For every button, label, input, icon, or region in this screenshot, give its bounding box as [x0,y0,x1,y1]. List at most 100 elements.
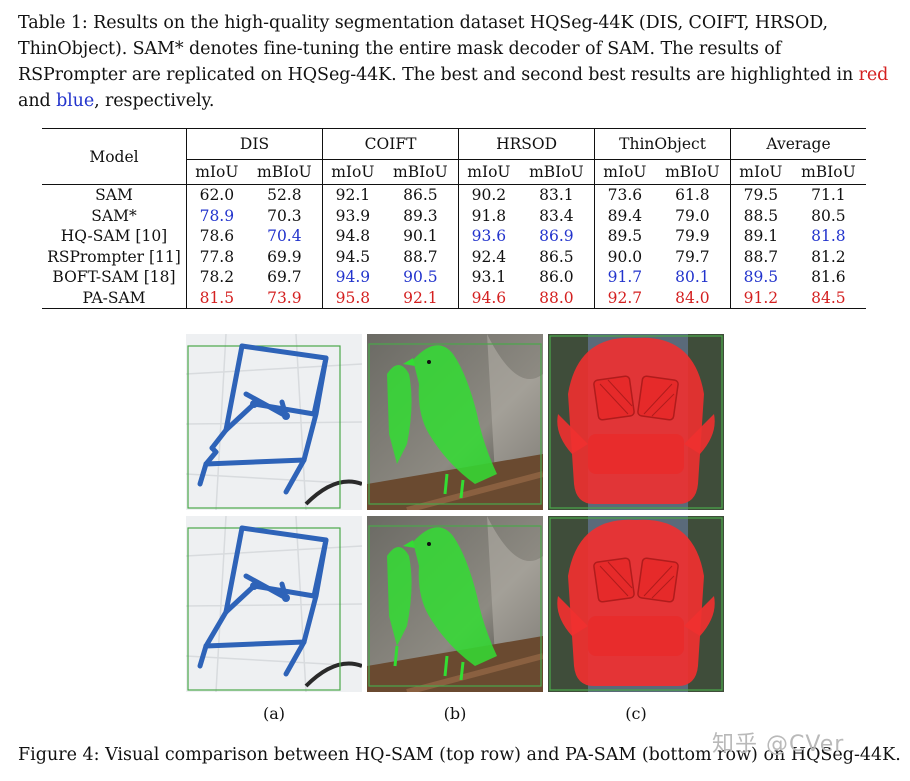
pa-sam-result-bird [367,516,543,692]
caption-blue-word: blue [56,91,95,111]
metric-value-cell: 84.0 [654,287,731,309]
metric-value-cell: 88.7 [730,246,791,267]
metric-value-cell: 71.1 [790,184,866,206]
table-row: SAM* 78.9 70.3 93.9 89.3 91.8 83.4 89.4 79.0 88.5… [42,205,866,226]
metric-value-cell: 80.1 [675,268,710,287]
metric-value-cell: 77.8 [185,246,247,267]
metric-value-cell: 86.9 [539,227,574,246]
metric-value-cell: 88.5 [730,205,791,226]
hq-sam-result-dis [186,334,362,510]
caption-red-word: red [858,65,889,85]
metric-value-cell: 89.4 [594,205,655,226]
metric-value-cell: 70.4 [267,227,302,246]
results-table: Model DIS COIFT HRSOD ThinObject Average… [42,128,866,309]
metric-value-cell: 90.2 [458,184,519,206]
metric-value-cell: 89.1 [730,226,791,247]
metric-value-cell: 94.8 [322,226,383,247]
group-header-average: Average [730,128,866,160]
figure-caption: Figure 4: Visual comparison between HQ-S… [18,745,901,765]
model-name-cell: SAM [42,184,187,206]
metric-value-cell: 94.6 [458,287,519,309]
metric-header: mBIoU [529,163,584,181]
metric-header: mIoU [730,159,791,185]
metric-value-cell: 86.0 [539,268,574,287]
metric-value-cell: 69.9 [267,247,302,266]
metric-value-cell: 80.5 [811,206,846,225]
sublabel-c: (c) [625,704,647,723]
watermark: 知乎 @CVer [712,732,845,757]
hq-sam-result-chair [548,334,724,510]
sublabel-b: (b) [443,704,467,723]
metric-value-cell: 89.5 [730,267,791,288]
metric-value-cell: 93.9 [322,205,383,226]
caption-and: and [18,91,57,111]
group-header-thinobject: ThinObject [594,128,731,160]
metric-value-cell: 81.6 [811,268,846,287]
model-name-cell: HQ-SAM [10] [60,227,168,246]
metric-value-cell: 79.7 [675,247,710,266]
metric-header: mBIoU [393,163,448,181]
metric-value-cell: 69.7 [267,268,302,287]
metric-value-cell: 92.1 [382,287,459,309]
table-caption: Table 1: Results on the high-quality seg… [18,10,892,114]
metric-value-cell: 84.5 [790,287,866,309]
metric-header: mIoU [594,159,655,185]
caption-text-end: , respectively. [94,91,215,111]
metric-value-cell: 88.7 [403,247,438,266]
metric-header: mIoU [458,159,519,185]
metric-value-cell: 83.1 [518,184,595,206]
metric-value-cell: 78.2 [185,267,247,288]
metric-value-cell: 95.8 [322,287,383,309]
metric-value-cell: 81.5 [185,287,247,309]
metric-value-cell: 61.8 [654,184,731,206]
group-header-hrsod: HRSOD [458,128,595,160]
table-row: RSPrompter [11] 77.8 69.9 94.5 88.7 92.4 86.5 9… [42,246,866,267]
metric-value-cell: 92.1 [322,184,383,206]
table-row: HQ-SAM [10] 78.6 70.4 94.8 90.1 93.6 86.9 89.5 7… [42,226,866,247]
metric-value-cell: 93.6 [458,226,519,247]
group-header-dis: DIS [185,128,323,160]
metric-value-cell: 89.5 [594,226,655,247]
metric-header: mBIoU [801,163,856,181]
metric-header: mIoU [322,159,383,185]
metric-value-cell: 94.9 [322,267,383,288]
metric-value-cell: 94.5 [322,246,383,267]
table-row: PA-SAM 81.5 73.9 95.8 92.1 94.6 88.0 92.7 84.0 91… [42,287,866,309]
pa-sam-result-chair [548,516,724,692]
metric-header: mBIoU [665,163,720,181]
metric-value-cell: 90.1 [403,227,438,246]
metric-header: mBIoU [257,163,312,181]
model-name-cell: BOFT-SAM [18] [52,268,176,287]
metric-value-cell: 81.2 [811,247,846,266]
metric-value-cell: 79.0 [675,206,710,225]
metric-value-cell: 70.3 [267,206,302,225]
metric-value-cell: 83.4 [539,206,574,225]
metric-header: mIoU [185,159,247,185]
caption-text: Table 1: Results on the high-quality seg… [18,13,859,85]
hq-sam-result-bird [367,334,543,510]
pa-sam-result-dis [186,516,362,692]
metric-value-cell: 93.1 [458,267,519,288]
metric-value-cell: 90.5 [403,268,438,287]
metric-value-cell: 78.6 [185,226,247,247]
model-name-cell: PA-SAM [42,287,187,309]
metric-value-cell: 91.7 [594,267,655,288]
model-name-cell: RSPrompter [11] [47,247,181,266]
metric-value-cell: 79.9 [675,227,710,246]
metric-value-cell: 91.2 [730,287,791,309]
metric-value-cell: 88.0 [518,287,595,309]
metric-value-cell: 73.9 [246,287,323,309]
metric-value-cell: 86.5 [382,184,459,206]
results-table-body: SAM 62.0 52.8 92.1 86.5 90.2 83.1 73.6 61.8 79.5 7… [42,184,866,309]
metric-value-cell: 86.5 [539,247,574,266]
model-name-cell: SAM* [91,206,137,225]
group-header-coift: COIFT [322,128,459,160]
metric-value-cell: 52.8 [246,184,323,206]
metric-value-cell: 90.0 [594,246,655,267]
metric-value-cell: 78.9 [185,205,247,226]
metric-value-cell: 79.5 [730,184,791,206]
metric-value-cell: 89.3 [403,206,438,225]
metric-value-cell: 92.4 [458,246,519,267]
table-row: BOFT-SAM [18] 78.2 69.7 94.9 90.5 93.1 86.0 91.… [42,267,866,288]
metric-value-cell: 81.8 [811,227,846,246]
